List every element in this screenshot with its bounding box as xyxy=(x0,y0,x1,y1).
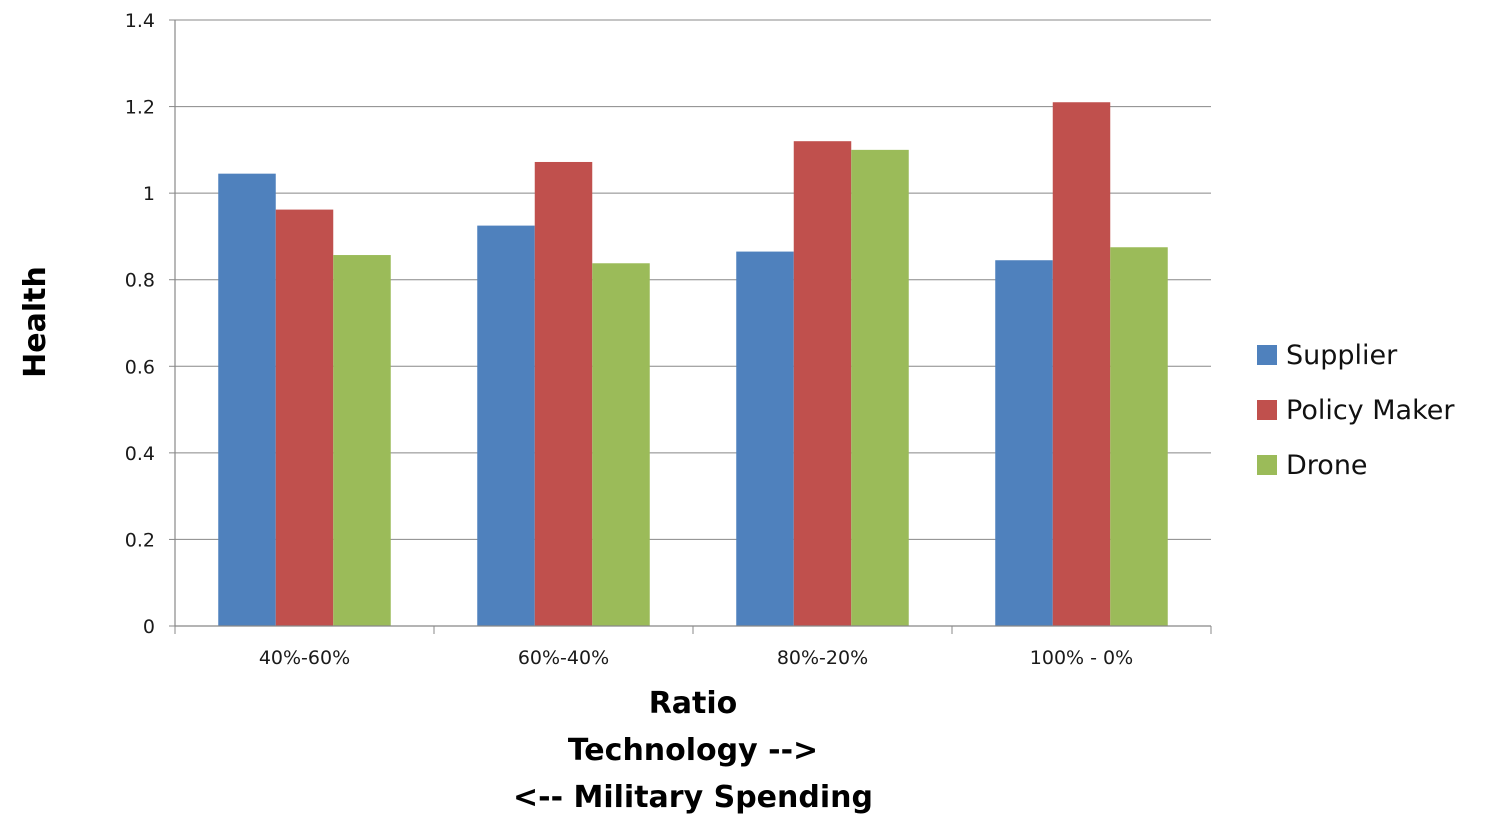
legend-label: Supplier xyxy=(1286,340,1398,371)
bar-policy-maker xyxy=(793,141,852,626)
y-axis-title: Health xyxy=(18,266,53,378)
y-tick-label: 0 xyxy=(143,616,155,638)
y-tick-label: 1 xyxy=(143,183,155,205)
legend-label: Drone xyxy=(1286,450,1368,481)
bar-supplier xyxy=(995,260,1053,626)
x-axis-title-line: Technology --> xyxy=(568,733,818,768)
legend-label: Policy Maker xyxy=(1286,395,1455,426)
y-tick-label: 1.2 xyxy=(125,97,155,119)
bar-drone xyxy=(592,263,650,626)
x-axis-ticks: 40%-60% 60%-40% 80%-20% 100% - 0% xyxy=(174,626,1212,669)
bar-supplier xyxy=(736,251,794,627)
x-tick-label: 80%-20% xyxy=(777,647,868,669)
x-axis-title-line: <-- Military Spending xyxy=(513,780,873,815)
bar-drone xyxy=(851,149,909,626)
x-tick-label: 100% - 0% xyxy=(1030,647,1133,669)
bar-supplier xyxy=(218,173,276,626)
legend-swatch xyxy=(1257,455,1277,475)
bar-policy-maker xyxy=(1052,102,1111,626)
y-axis-ticks: 0 0.2 0.4 0.6 0.8 1 1.2 1.4 xyxy=(125,10,175,638)
bar-policy-maker xyxy=(275,209,334,626)
y-tick-label: 0.2 xyxy=(125,529,155,551)
y-tick-label: 1.4 xyxy=(125,10,155,32)
bar-policy-maker xyxy=(534,161,593,626)
bar-drone xyxy=(333,255,391,626)
bars xyxy=(218,102,1168,627)
y-tick-label: 0.4 xyxy=(125,443,155,465)
y-tick-label: 0.6 xyxy=(125,356,155,378)
x-axis-title: Ratio Technology --> <-- Military Spending xyxy=(513,686,873,815)
x-tick-label: 40%-60% xyxy=(259,647,350,669)
x-axis-title-line: Ratio xyxy=(649,686,738,721)
legend: Supplier Policy Maker Drone xyxy=(1257,340,1455,481)
y-tick-label: 0.8 xyxy=(125,270,155,292)
x-tick-label: 60%-40% xyxy=(518,647,609,669)
bar-supplier xyxy=(477,225,535,626)
legend-swatch xyxy=(1257,400,1277,420)
legend-swatch xyxy=(1257,345,1277,365)
bar-drone xyxy=(1110,247,1168,626)
